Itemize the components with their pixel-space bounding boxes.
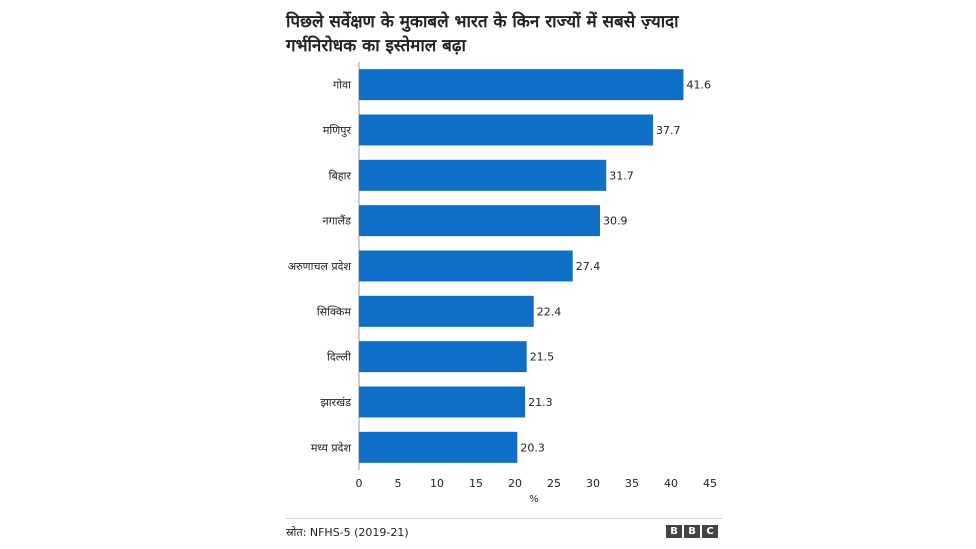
bar	[359, 250, 573, 282]
value-label: 21.5	[530, 351, 555, 364]
x-tick-label: 20	[508, 477, 522, 490]
category-label: झारखंड	[320, 396, 351, 409]
category-label: गोवा	[333, 79, 351, 92]
value-label: 22.4	[537, 305, 562, 318]
x-tick-label: 35	[625, 477, 639, 490]
logo-letter: B	[666, 525, 682, 538]
x-tick-label: 25	[547, 477, 561, 490]
category-label: नगालैंड	[323, 215, 352, 228]
bar	[359, 386, 526, 418]
category-label: मणिपुर	[323, 124, 352, 137]
bar	[359, 431, 518, 463]
x-tick-label: 10	[430, 477, 444, 490]
x-tick-label: 45	[703, 477, 717, 490]
value-label: 21.3	[528, 396, 553, 409]
category-label: बिहार	[329, 169, 352, 182]
bbc-logo: B B C	[666, 525, 718, 538]
x-axis-ticks: 0 5 10 15 20 25 30 35 40 45	[356, 477, 718, 490]
value-label: 27.4	[576, 260, 601, 273]
category-label: अरुणाचल प्रदेश	[288, 260, 352, 273]
category-label: दिल्ली	[327, 351, 351, 364]
bar	[359, 69, 684, 101]
value-label: 20.3	[520, 441, 545, 454]
category-label: सिक्किम	[317, 305, 352, 318]
value-labels: 41.6 37.7 31.7 30.9 27.4 22.4 21.5 21.3 20.3	[520, 79, 711, 455]
x-tick-label: 5	[395, 477, 402, 490]
bar	[359, 295, 534, 327]
x-axis-label: %	[529, 494, 539, 505]
x-tick-label: 30	[586, 477, 600, 490]
logo-letter: B	[684, 525, 700, 538]
value-label: 31.7	[609, 169, 634, 182]
value-label: 30.9	[603, 215, 628, 228]
x-tick-label: 40	[664, 477, 678, 490]
value-label: 41.6	[686, 79, 711, 92]
footer-divider	[286, 518, 722, 519]
bar	[359, 205, 601, 237]
category-labels: गोवा मणिपुर बिहार नगालैंड अरुणाचल प्रदेश सिक्…	[288, 79, 352, 455]
source-note: स्रोत: NFHS-5 (2019-21)	[286, 526, 409, 539]
category-label: मध्य प्रदेश	[311, 441, 352, 454]
value-label: 37.7	[656, 124, 681, 137]
bar	[359, 341, 527, 373]
bar	[359, 159, 607, 191]
bar	[359, 114, 654, 146]
x-tick-label: 15	[469, 477, 483, 490]
bars	[359, 69, 684, 463]
logo-letter: C	[702, 525, 718, 538]
chart-title: पिछले सर्वेक्षण के मुकाबले भारत के किन र…	[286, 12, 679, 56]
x-tick-label: 0	[356, 477, 363, 490]
